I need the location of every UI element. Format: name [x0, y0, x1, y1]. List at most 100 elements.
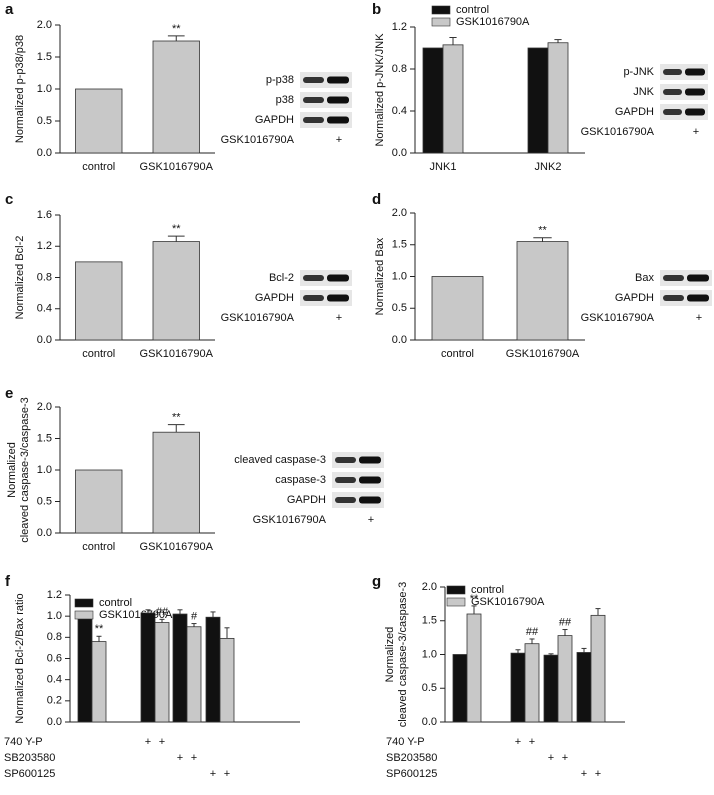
bar — [75, 469, 123, 534]
bar — [91, 641, 107, 723]
blot-treatment: GSK1016790A — [581, 126, 655, 138]
legend-label: control — [99, 597, 132, 609]
error-bar — [167, 35, 185, 41]
blot-sign: + — [336, 134, 342, 146]
blot-band — [663, 109, 682, 115]
blot-band — [663, 69, 682, 75]
blot-treatment: GSK1016790A — [253, 514, 327, 526]
error-bar — [449, 37, 457, 45]
blot-band — [327, 116, 349, 124]
blot-band — [335, 497, 356, 503]
error-bar — [533, 237, 552, 242]
blot-label: Bcl-2 — [269, 272, 294, 284]
error-bar — [595, 608, 601, 616]
blot-frame — [660, 270, 712, 286]
y-tick-label: 0.4 — [392, 105, 407, 117]
error-bar — [177, 609, 183, 615]
annotation: ** — [470, 593, 479, 605]
blot-frame — [332, 492, 384, 508]
blot-label: cleaved caspase-3 — [234, 454, 326, 466]
blot-frame — [332, 452, 384, 468]
treatment-sign: + — [595, 768, 601, 780]
y-tick-label: 1.0 — [37, 464, 52, 476]
blot-frame — [300, 92, 352, 108]
treatment-label: SB203580 — [386, 752, 437, 764]
bar — [543, 654, 559, 723]
y-tick-label: 2.0 — [37, 19, 52, 31]
x-tick-label: GSK1016790A — [140, 161, 214, 173]
bar — [422, 47, 444, 154]
y-tick-label: 2.0 — [422, 581, 437, 593]
error-bar — [210, 611, 216, 618]
treatment-sign: + — [177, 752, 183, 764]
blot-frame — [300, 270, 352, 286]
annotation: ** — [538, 225, 547, 237]
treatment-sign: + — [224, 768, 230, 780]
y-tick-label: 0.8 — [37, 271, 52, 283]
y-tick-label: 0.8 — [47, 631, 62, 643]
bar — [219, 637, 235, 723]
legend-swatch — [431, 5, 451, 15]
bar — [75, 261, 123, 341]
y-axis-label: Normalized Bax — [374, 237, 386, 315]
y-tick-label: 0.5 — [37, 115, 52, 127]
error-bar — [191, 623, 197, 627]
y-tick-label: 1.0 — [392, 270, 407, 282]
blot-band — [327, 76, 349, 84]
y-tick-label: 0.0 — [392, 147, 407, 159]
blot-band — [335, 477, 356, 483]
error-bar — [167, 424, 185, 433]
y-axis-label: Normalized p-p38/p38 — [14, 35, 26, 143]
y-tick-label: 0.4 — [47, 674, 62, 686]
bar — [557, 635, 573, 723]
bar — [172, 613, 188, 723]
y-tick-label: 0.6 — [47, 652, 62, 664]
panel-letter: g — [372, 573, 381, 590]
blot-frame — [660, 84, 708, 100]
y-tick-label: 0.4 — [37, 303, 52, 315]
blot-label: p38 — [276, 94, 294, 106]
blot-treatment: GSK1016790A — [581, 312, 655, 324]
x-tick-label: JNK2 — [535, 161, 562, 173]
y-tick-label: 1.2 — [47, 589, 62, 601]
panel-letter: a — [5, 1, 14, 18]
legend-swatch — [446, 585, 466, 595]
blot-band — [663, 89, 682, 95]
blot-band — [335, 457, 356, 463]
bar — [154, 622, 170, 723]
blot-label: p-JNK — [623, 66, 654, 78]
y-tick-label: 1.6 — [37, 209, 52, 221]
bar — [186, 626, 202, 723]
blot-frame — [300, 112, 352, 128]
x-tick-label: GSK1016790A — [140, 541, 214, 553]
panel-letter: d — [372, 191, 381, 208]
error-bar — [471, 605, 477, 614]
blot-frame — [332, 472, 384, 488]
blot-band — [303, 275, 324, 281]
blot-label: GAPDH — [615, 106, 654, 118]
blot-band — [359, 456, 381, 464]
y-axis-label: Normalized — [6, 442, 18, 498]
blot-frame — [660, 64, 708, 80]
treatment-sign: + — [145, 736, 151, 748]
bar — [452, 654, 468, 723]
y-tick-label: 0.5 — [37, 495, 52, 507]
panel-letter: f — [5, 573, 11, 590]
blot-band — [685, 68, 705, 76]
blot-frame — [300, 290, 352, 306]
blot-label: GAPDH — [287, 494, 326, 506]
error-bar — [145, 609, 151, 613]
blot-band — [303, 295, 324, 301]
x-tick-label: control — [82, 161, 115, 173]
panel-letter: e — [5, 385, 13, 402]
treatment-sign: + — [159, 736, 165, 748]
y-tick-label: 0.0 — [47, 716, 62, 728]
blot-band — [327, 274, 349, 282]
blot-label: GAPDH — [255, 292, 294, 304]
bar — [510, 652, 526, 723]
bar — [547, 42, 569, 154]
y-tick-label: 1.2 — [392, 21, 407, 33]
treatment-label: 740 Y-P — [4, 736, 43, 748]
blot-band — [327, 96, 349, 104]
